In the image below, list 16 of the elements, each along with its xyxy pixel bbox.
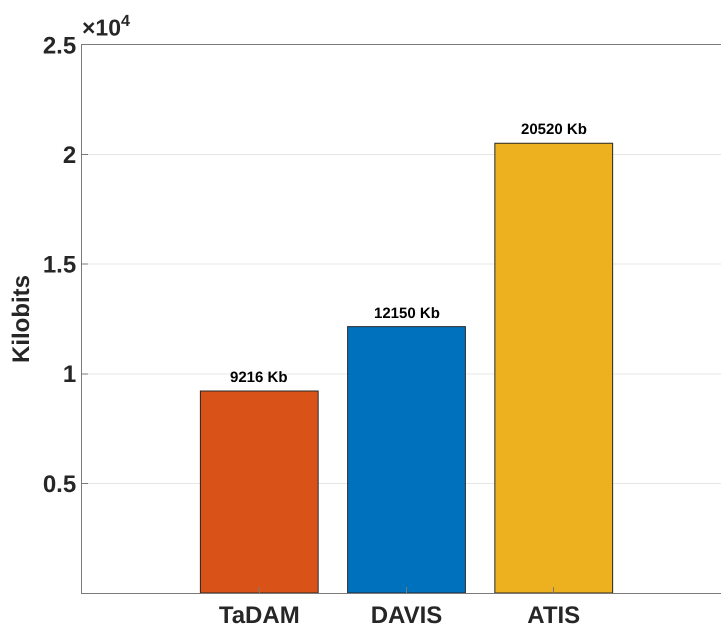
y-tick-label: 0.5 [42,470,76,498]
bar [200,390,319,593]
y-tick-label: 2 [62,142,76,169]
annotation: 9216 Kb [230,369,288,386]
bar [494,142,614,593]
annotation: 12150 Kb [374,305,440,322]
annotation: 20520 Kb [521,121,587,138]
y-tick-label: 2.5 [42,32,76,60]
x-tick-label: TaDAM [218,602,300,629]
x-tick-label: ATIS [527,602,580,629]
y-tick-label: 1 [62,361,76,388]
y-tick-label: 1.5 [42,252,76,279]
bar [347,326,466,593]
x-tick-label: DAVIS [370,602,442,629]
y-axis-title: Kilobits [8,275,35,363]
text: ×10$^{4}$ [82,12,130,41]
